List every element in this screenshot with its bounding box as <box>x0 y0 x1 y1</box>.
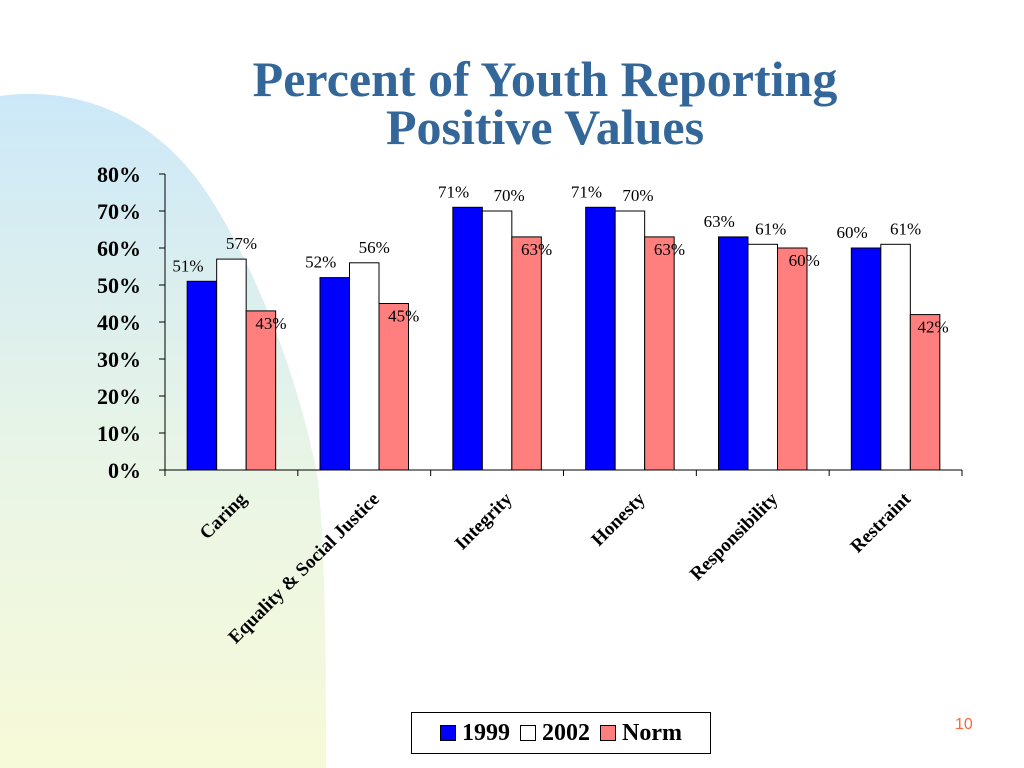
data-label-norm-integrity: 63% <box>521 240 552 259</box>
legend-item-2002: 2002 <box>520 720 590 747</box>
y-tick-label: 10% <box>97 421 141 446</box>
bar-1999-integrity <box>452 206 483 471</box>
data-label-2002-responsibility: 61% <box>755 219 786 238</box>
legend-swatch-1999 <box>440 725 456 741</box>
legend-label-1999: 1999 <box>462 719 510 746</box>
x-tick-label-integrity: Integrity <box>451 488 517 554</box>
data-label-norm-restraint: 42% <box>917 318 948 337</box>
bar-norm-restraint <box>909 314 941 471</box>
legend-swatch-2002 <box>520 725 536 741</box>
bar-norm-honesty <box>644 236 675 471</box>
data-label-norm-caring: 43% <box>255 314 286 333</box>
data-label-norm-responsibility: 60% <box>789 251 820 270</box>
y-tick-label: 60% <box>97 236 141 261</box>
legend-label-norm: Norm <box>622 719 682 746</box>
data-label-2002-caring: 57% <box>226 234 257 253</box>
y-tick-label: 40% <box>97 310 141 335</box>
data-label-1999-equality-social-justice: 52% <box>305 253 336 272</box>
chart-legend: 1999 2002 Norm <box>411 712 711 754</box>
bar-2002-equality-social-justice <box>349 262 380 471</box>
data-label-2002-integrity: 70% <box>493 186 524 205</box>
data-label-2002-equality-social-justice: 56% <box>359 238 390 257</box>
y-tick-label: 70% <box>97 199 141 224</box>
chart-bars <box>186 206 941 471</box>
data-label-norm-equality-social-justice: 45% <box>388 307 419 326</box>
data-label-norm-honesty: 63% <box>654 240 685 259</box>
bar-norm-caring <box>245 310 277 471</box>
y-tick-label: 50% <box>97 273 141 298</box>
data-label-2002-restraint: 61% <box>890 219 921 238</box>
bar-2002-integrity <box>481 210 513 471</box>
data-label-1999-restraint: 60% <box>836 223 867 242</box>
x-tick-label-responsibility: Responsibility <box>686 488 783 585</box>
bar-norm-integrity <box>511 236 542 471</box>
page-number: 10 <box>955 716 973 733</box>
bar-norm-responsibility <box>777 247 808 471</box>
bar-1999-honesty <box>585 206 616 471</box>
bar-1999-responsibility <box>718 236 749 471</box>
x-tick-label-honesty: Honesty <box>588 488 650 550</box>
x-tick-label-caring: Caring <box>196 488 252 544</box>
legend-label-2002: 2002 <box>542 719 590 746</box>
chart-axes <box>159 173 963 476</box>
bar-1999-equality-social-justice <box>319 277 350 471</box>
y-tick-label: 20% <box>97 384 141 409</box>
bar-1999-caring <box>186 280 218 471</box>
bar-2002-caring <box>216 258 247 471</box>
data-labels: 51% 57% 43% 52% 56% 45% 71% 70% 63% 71% 70% 63% 63% 6… <box>172 182 948 336</box>
legend-swatch-norm <box>600 725 616 741</box>
bar-2002-restraint <box>880 243 911 471</box>
chart-title-line-1: Percent of Youth Reporting <box>252 51 838 107</box>
y-tick-label: 0% <box>108 458 141 483</box>
data-label-1999-honesty: 71% <box>571 182 602 201</box>
data-label-1999-integrity: 71% <box>438 182 469 201</box>
bar-1999-restraint <box>850 247 882 471</box>
x-tick-label-equality-social-justice: Equality & Social Justice <box>224 489 383 648</box>
y-tick-label: 80% <box>97 162 141 187</box>
legend-item-1999: 1999 <box>440 720 510 747</box>
data-label-1999-responsibility: 63% <box>704 212 735 231</box>
chart-title-line-2: Positive Values <box>385 99 705 155</box>
y-tick-label: 30% <box>97 347 141 372</box>
bar-2002-honesty <box>614 210 646 471</box>
bar-norm-equality-social-justice <box>378 303 409 471</box>
bar-2002-responsibility <box>747 243 778 471</box>
data-label-2002-honesty: 70% <box>622 186 653 205</box>
y-tick-labels: 0% 10% 20% 30% 40% 50% 60% 70% 80% <box>97 162 141 483</box>
x-tick-label-restraint: Restraint <box>847 488 916 557</box>
data-label-1999-caring: 51% <box>172 256 203 275</box>
legend-item-norm: Norm <box>600 720 682 747</box>
